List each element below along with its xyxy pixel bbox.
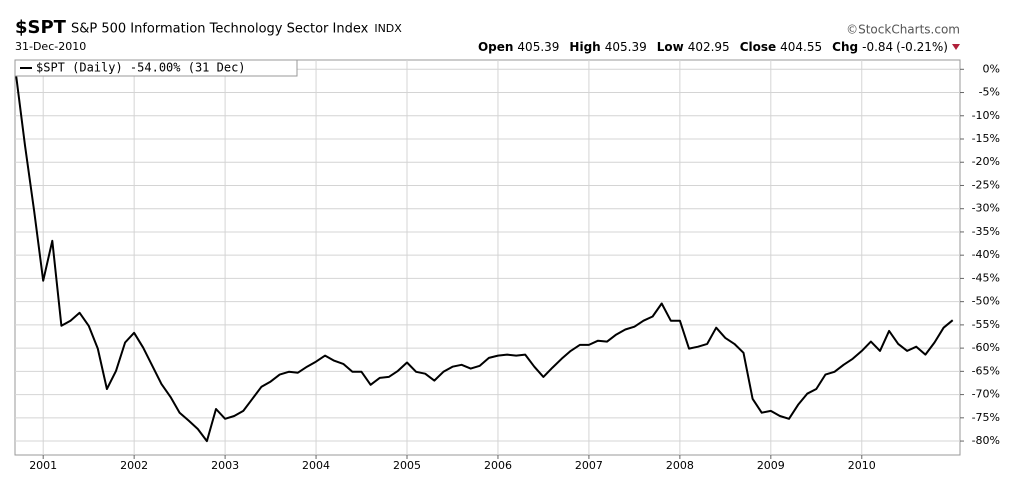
quote-row: Open 405.39 High 405.39 Low 402.95 Close 404.55… xyxy=(478,40,948,54)
y-tick-label: -25% xyxy=(972,178,1000,191)
quote-value: -0.84 xyxy=(862,40,893,54)
quote-label: Low xyxy=(657,40,684,54)
y-tick-label: -15% xyxy=(972,132,1000,145)
y-tick-label: -65% xyxy=(972,364,1000,377)
x-tick-label: 2003 xyxy=(211,459,239,472)
y-tick-label: -80% xyxy=(972,434,1000,447)
quote-value: 402.95 xyxy=(688,40,730,54)
x-tick-label: 2008 xyxy=(666,459,694,472)
down-arrow xyxy=(952,44,960,50)
chart-title: S&P 500 Information Technology Sector In… xyxy=(71,22,369,37)
y-tick-label: -50% xyxy=(972,295,1000,308)
quote-value: 405.39 xyxy=(517,40,559,54)
legend: $SPT (Daily) -54.00% (31 Dec) xyxy=(14,59,298,77)
quote-label: Close xyxy=(740,40,776,54)
y-tick-label: -75% xyxy=(972,411,1000,424)
x-tick-label: 2007 xyxy=(575,459,603,472)
price-line xyxy=(14,73,954,443)
x-tick-label: 2004 xyxy=(302,459,330,472)
quote-label: Chg xyxy=(832,40,858,54)
x-tick-label: 2002 xyxy=(120,459,148,472)
legend-label: $SPT (Daily) -54.00% (31 Dec) xyxy=(36,61,246,75)
x-tick-label: 2009 xyxy=(757,459,785,472)
y-tick-label: -55% xyxy=(972,318,1000,331)
y-tick-label: -35% xyxy=(972,225,1000,238)
x-tick-label: 2001 xyxy=(29,459,57,472)
y-tick-label: -5% xyxy=(979,86,1000,99)
x-tick-label: 2006 xyxy=(484,459,512,472)
y-tick-label: -70% xyxy=(972,388,1000,401)
y-tick-label: -40% xyxy=(972,248,1000,261)
date: 31-Dec-2010 xyxy=(15,40,86,53)
source: ©StockCharts.com xyxy=(846,23,960,37)
y-tick-label: -60% xyxy=(972,341,1000,354)
x-tick-label: 2005 xyxy=(393,459,421,472)
y-tick-label: -10% xyxy=(972,109,1000,122)
x-tick-label: 2010 xyxy=(848,459,876,472)
quote-value: 405.39 xyxy=(605,40,647,54)
y-tick-label: -45% xyxy=(972,271,1000,284)
quote-value: 404.55 xyxy=(780,40,822,54)
legend-box xyxy=(14,59,298,77)
y-tick-label: 0% xyxy=(983,62,1000,75)
quote-label: High xyxy=(569,40,600,54)
y-tick-label: -30% xyxy=(972,202,1000,215)
change-pct: (-0.21%) xyxy=(896,40,948,54)
quote-label: Open xyxy=(478,40,513,54)
plot-area xyxy=(14,59,961,456)
exchange: INDX xyxy=(374,22,402,35)
symbol: $SPT xyxy=(15,17,67,38)
y-tick-label: -20% xyxy=(972,155,1000,168)
